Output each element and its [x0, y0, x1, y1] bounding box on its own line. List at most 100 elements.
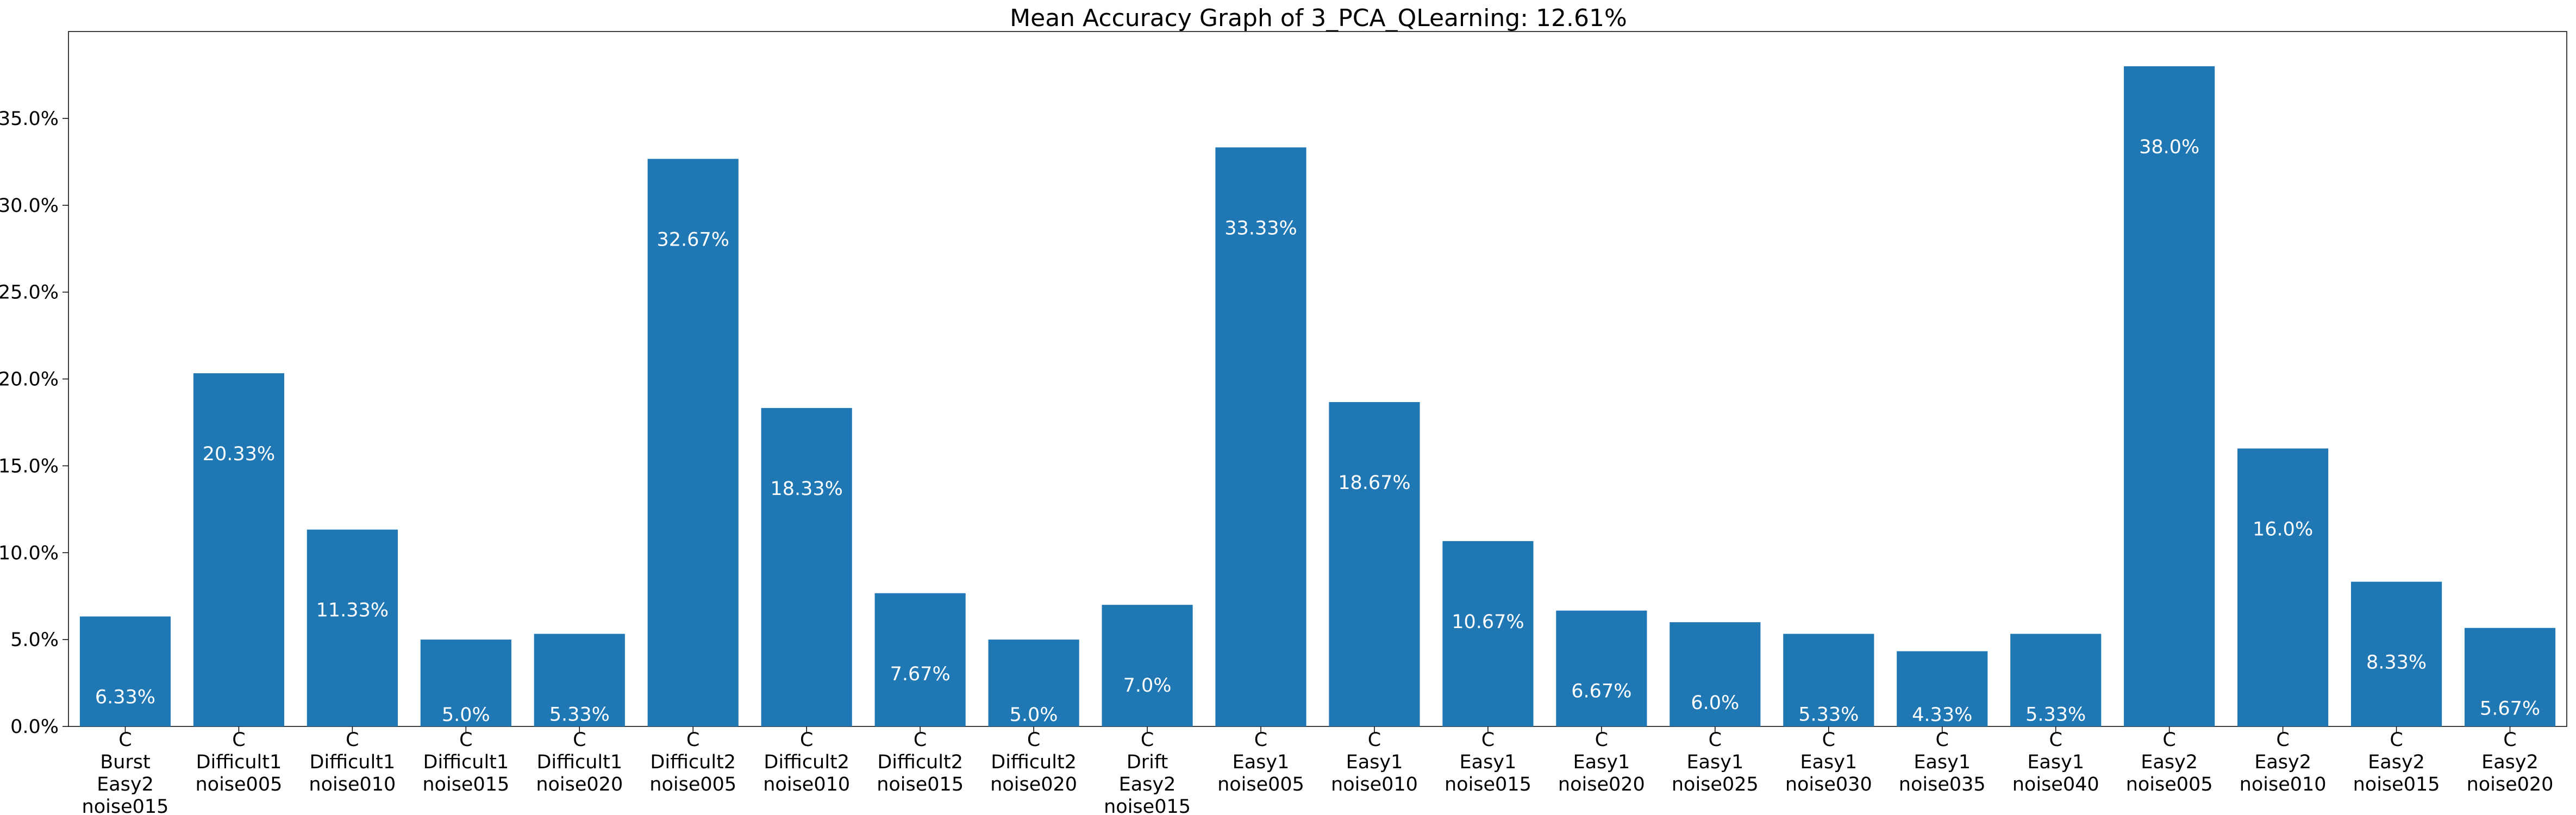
x-tick-label-line: Easy1 — [1914, 751, 1971, 773]
y-tick-label: 20.0% — [0, 369, 59, 391]
bar-value-label: 18.33% — [770, 478, 842, 500]
bar — [420, 640, 511, 726]
x-tick-label-line: Easy2 — [2141, 751, 2198, 773]
bar — [1442, 541, 1534, 726]
y-tick-label: 30.0% — [0, 195, 59, 217]
bar-value-label: 7.0% — [1123, 675, 1172, 697]
bar-value-label: 5.33% — [549, 704, 610, 726]
x-tick-label: C Easy2 noise010 — [2240, 729, 2327, 795]
x-tick-label-line: C — [1254, 729, 1267, 751]
x-tick-label-line: Difficult2 — [991, 751, 1077, 773]
y-tick-label: 0.0% — [10, 716, 59, 738]
bar — [79, 616, 171, 726]
x-tick-label-line: Burst — [100, 751, 151, 773]
x-tick-label: C Easy1 noise005 — [1217, 729, 1304, 795]
x-tick-label-line: C — [346, 729, 359, 751]
x-tick-label: C Easy2 noise005 — [2126, 729, 2213, 795]
x-tick-label: C Easy2 noise015 — [2353, 729, 2440, 795]
chart-title: Mean Accuracy Graph of 3_PCA_QLearning: … — [1010, 4, 1627, 32]
x-tick-label-line: noise020 — [536, 774, 623, 795]
x-tick-label-line: Drift — [1127, 751, 1168, 773]
y-tick-label: 35.0% — [0, 108, 59, 130]
x-tick-label-line: C — [1027, 729, 1040, 751]
x-tick-label-line: Easy2 — [2254, 751, 2311, 773]
x-tick-label: C Easy1 noise035 — [1899, 729, 1986, 795]
x-tick-label: C Easy1 noise010 — [1331, 729, 1418, 795]
bar-value-label: 10.67% — [1452, 611, 1524, 633]
x-tick-label-line: noise030 — [1785, 774, 1872, 795]
x-tick-label-line: C — [118, 729, 132, 751]
x-tick-label-line: Difficult2 — [650, 751, 736, 773]
x-tick-label-line: noise025 — [1672, 774, 1759, 795]
x-tick-label-line: noise005 — [1217, 774, 1304, 795]
bar-value-label: 5.67% — [2480, 698, 2540, 720]
x-tick-label: C Difficult2 noise015 — [877, 729, 964, 795]
x-tick-label-line: C — [1595, 729, 1608, 751]
x-tick-label: C Difficult2 noise020 — [990, 729, 1077, 795]
bar — [534, 634, 625, 726]
bar-value-label: 5.0% — [1010, 704, 1058, 726]
bar-value-label: 20.33% — [203, 443, 275, 465]
x-tick-label-line: C — [2390, 729, 2403, 751]
x-tick-label-line: noise015 — [2353, 774, 2440, 795]
x-tick-label-line: Difficult1 — [536, 751, 622, 773]
x-tick-label-line: C — [2049, 729, 2062, 751]
bar — [307, 529, 398, 726]
x-tick-label-line: noise020 — [2467, 774, 2554, 795]
x-tick-label-line: noise010 — [309, 774, 396, 795]
bar-value-label: 4.33% — [1912, 704, 1972, 726]
x-tick-label-line: C — [1822, 729, 1835, 751]
x-tick-label-line: noise015 — [1445, 774, 1531, 795]
x-tick-label-line: Easy1 — [1460, 751, 1517, 773]
bar — [2237, 448, 2329, 726]
bar-value-label: 6.0% — [1691, 692, 1739, 714]
bar — [2464, 628, 2556, 726]
x-tick-label: C Difficult2 noise010 — [763, 729, 850, 795]
x-tick-label: C Difficult1 noise015 — [422, 729, 509, 795]
x-tick-label: C Burst Easy2 noise015 — [82, 729, 169, 815]
x-tick-label-line: noise015 — [1104, 796, 1191, 815]
bar-value-label: 5.0% — [442, 704, 490, 726]
x-tick-label-line: Easy1 — [1346, 751, 1403, 773]
x-tick-label: C Difficult1 noise020 — [536, 729, 623, 795]
x-tick-label-line: C — [459, 729, 472, 751]
bar-value-label: 8.33% — [2366, 652, 2427, 674]
x-tick-label: C Difficult1 noise010 — [309, 729, 396, 795]
bar-value-label: 6.33% — [95, 687, 155, 709]
x-tick-label-line: Easy1 — [1573, 751, 1630, 773]
x-tick-label-line: noise040 — [2012, 774, 2099, 795]
x-tick-label: C Easy2 noise020 — [2467, 729, 2554, 795]
x-tick-label-line: Difficult2 — [764, 751, 849, 773]
y-tick-label: 10.0% — [0, 542, 59, 564]
x-tick-label: C Drift Easy2 noise015 — [1104, 729, 1191, 815]
x-tick-label-line: Difficult1 — [423, 751, 509, 773]
bar — [2124, 66, 2215, 727]
bar-value-label: 38.0% — [2139, 136, 2199, 158]
bar — [1329, 402, 1420, 726]
bar-value-label: 18.67% — [1338, 472, 1410, 494]
x-tick-label: C Difficult2 noise005 — [649, 729, 736, 795]
x-tick-label-line: C — [1481, 729, 1495, 751]
bar-value-label: 5.33% — [2025, 704, 2086, 726]
x-tick-label-line: C — [573, 729, 586, 751]
x-tick-label-line: noise005 — [195, 774, 282, 795]
x-tick-label-line: noise020 — [990, 774, 1077, 795]
bar — [874, 593, 966, 726]
x-tick-label-line: noise015 — [82, 796, 169, 815]
x-tick-label-line: noise020 — [1558, 774, 1645, 795]
x-tick-label-line: noise010 — [763, 774, 850, 795]
y-tick-label: 25.0% — [0, 282, 59, 304]
x-tick-label-line: Easy1 — [1233, 751, 1290, 773]
x-tick-label-line: C — [914, 729, 927, 751]
plot-area: 0.0% 5.0% 10.0% 15.0% 20.0% 25.0% 30.0% 35.0% 6.… — [0, 31, 2567, 815]
x-tick-label-line: C — [232, 729, 245, 751]
bar-value-label: 11.33% — [316, 600, 389, 622]
x-tick-label: C Difficult1 noise005 — [195, 729, 282, 795]
x-tick-label-line: Difficult2 — [877, 751, 963, 773]
x-tick-label: C Easy1 noise030 — [1785, 729, 1872, 795]
bar-value-label: 7.67% — [890, 663, 951, 685]
bar-value-label: 6.67% — [1571, 681, 1631, 703]
x-tick-label-line: C — [1936, 729, 1949, 751]
bar — [1897, 651, 1988, 726]
